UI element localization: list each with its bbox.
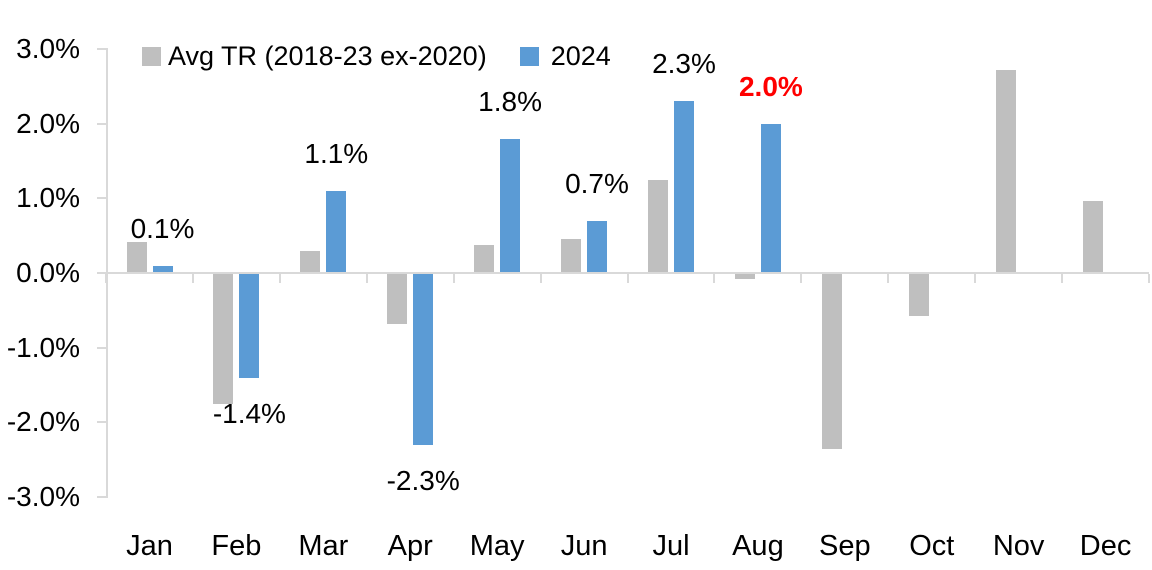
x-axis-tick <box>713 274 716 283</box>
data-label-2024-may: 1.8% <box>478 85 542 117</box>
x-axis-tick <box>1148 274 1150 283</box>
bar-avg-tr-jul <box>648 179 668 273</box>
legend-label-avg-tr: Avg TR (2018-23 ex-2020) <box>168 41 487 71</box>
bar-2024-jan <box>152 265 173 273</box>
bar-avg-tr-jan <box>126 241 147 273</box>
data-label-2024-feb: -1.4% <box>212 397 286 429</box>
x-axis-tick <box>278 274 281 283</box>
y-axis-label--3.0%: -3.0% <box>6 481 80 513</box>
y-axis-tick <box>97 122 106 125</box>
x-axis-tick <box>626 274 629 283</box>
data-label-2024-jun: 0.7% <box>565 167 629 199</box>
y-axis-tick <box>97 197 106 200</box>
x-axis-line <box>106 272 1149 274</box>
y-axis-tick <box>97 421 106 424</box>
bar-avg-tr-aug <box>734 273 755 279</box>
y-axis-label--1.0%: -1.0% <box>6 331 80 363</box>
legend-swatch-avg-tr-icon <box>142 46 161 66</box>
x-axis-tick <box>105 274 107 283</box>
y-axis-tick <box>97 47 106 50</box>
x-axis-label-jan: Jan <box>126 530 173 562</box>
bar-avg-tr-nov <box>995 69 1016 273</box>
bar-2024-jun <box>587 220 607 273</box>
legend: Avg TR (2018-23 ex-2020) 2024 <box>142 42 611 70</box>
x-axis-label-may: May <box>469 530 525 562</box>
bar-avg-tr-jun <box>561 239 581 273</box>
x-axis-tick <box>1061 274 1064 283</box>
x-axis-label-apr: Apr <box>387 530 433 562</box>
data-label-2024-aug: 2.0% <box>738 70 803 102</box>
x-axis-label-dec: Dec <box>1079 530 1132 562</box>
data-label-2024-mar: 1.1% <box>304 137 369 169</box>
x-axis-tick <box>539 274 542 283</box>
x-axis-label-aug: Aug <box>732 530 784 562</box>
bar-2024-mar <box>326 190 347 273</box>
x-axis-label-nov: Nov <box>992 530 1045 562</box>
bar-avg-tr-apr <box>387 273 408 324</box>
bar-avg-tr-sep <box>821 273 842 449</box>
y-axis-tick <box>97 496 106 499</box>
bar-avg-tr-dec <box>1082 201 1103 273</box>
bar-2024-aug <box>760 123 781 273</box>
x-axis-label-mar: Mar <box>298 530 349 562</box>
legend-label-2024: 2024 <box>550 41 611 71</box>
y-axis-label-3.0%: 3.0% <box>16 32 80 64</box>
x-axis-label-oct: Oct <box>909 530 955 562</box>
x-axis-tick <box>452 274 455 283</box>
y-axis-label--2.0%: -2.0% <box>6 406 80 438</box>
x-axis-tick <box>887 274 890 283</box>
x-axis-label-jun: Jun <box>560 530 608 562</box>
x-axis-tick <box>365 274 368 283</box>
data-label-2024-jan: 0.1% <box>130 212 195 244</box>
bar-2024-may <box>500 138 521 273</box>
x-axis-tick <box>974 274 977 283</box>
data-label-2024-apr: -2.3% <box>386 464 460 496</box>
data-label-2024-jul: 2.3% <box>652 48 716 80</box>
y-axis-tick <box>97 272 106 274</box>
y-axis-tick <box>97 346 106 349</box>
x-axis-label-jul: Jul <box>652 530 690 562</box>
bar-2024-feb <box>239 273 260 378</box>
x-axis-tick <box>800 274 803 283</box>
bar-avg-tr-oct <box>908 273 929 317</box>
x-axis-label-sep: Sep <box>819 530 871 562</box>
bar-2024-jul <box>674 101 694 273</box>
bar-avg-tr-feb <box>213 273 234 404</box>
bar-avg-tr-mar <box>300 250 321 273</box>
x-axis-label-feb: Feb <box>211 530 262 562</box>
y-axis-label-0.0%: 0.0% <box>16 257 80 288</box>
bar-2024-apr <box>413 273 434 445</box>
x-axis-tick <box>191 274 194 283</box>
legend-swatch-2024-icon <box>519 46 539 66</box>
bar-avg-tr-may <box>474 245 495 273</box>
y-axis-label-2.0%: 2.0% <box>16 107 80 139</box>
y-axis-label-1.0%: 1.0% <box>16 182 80 214</box>
